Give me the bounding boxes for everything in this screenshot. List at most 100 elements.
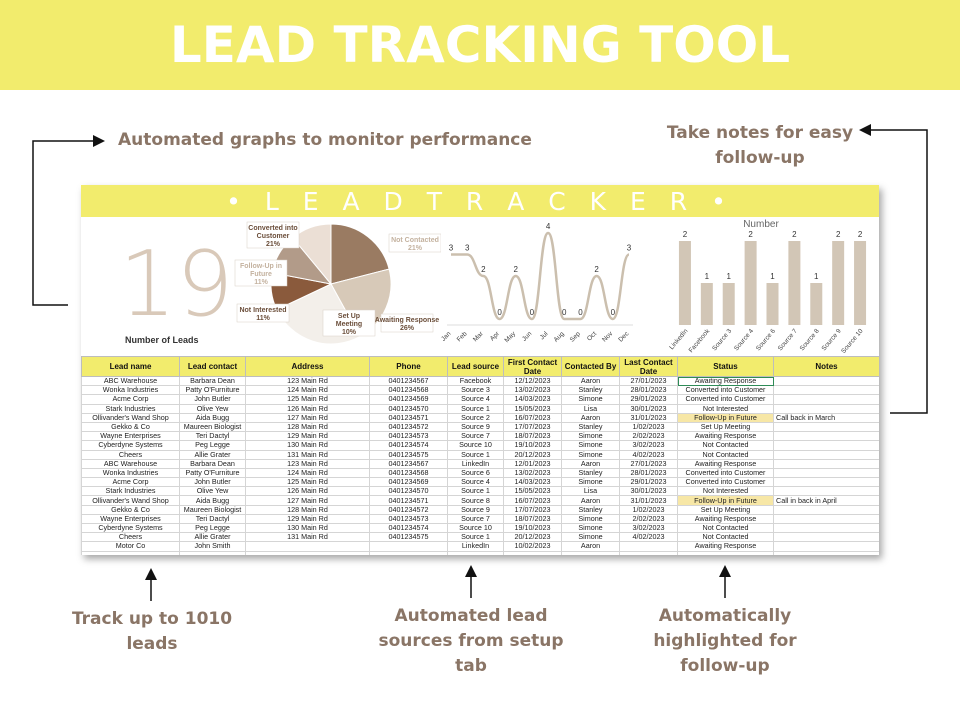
table-cell[interactable]	[447, 550, 504, 555]
table-cell[interactable]	[619, 550, 678, 555]
table-cell[interactable]: Source 8	[447, 495, 504, 506]
table-cell[interactable]: Simone	[561, 513, 620, 525]
table-cell[interactable]: 0401234574	[369, 440, 448, 451]
table-cell[interactable]: Set Up Meeting	[677, 504, 774, 515]
table-cell[interactable]: 125 Main Rd	[245, 477, 370, 488]
table-cell[interactable]	[773, 541, 879, 552]
table-cell[interactable]: 14/03/2023	[503, 477, 562, 488]
table-cell[interactable]: Ollivander's Wand Shop	[81, 412, 180, 423]
table-cell[interactable]: Gekko & Co	[81, 421, 180, 433]
table-cell[interactable]: Source 10	[447, 440, 504, 451]
table-cell[interactable]: 17/07/2023	[503, 421, 562, 433]
table-cell[interactable]: Teri Dactyl	[179, 431, 246, 442]
table-cell[interactable]: 127 Main Rd	[245, 412, 370, 423]
table-cell[interactable]: Converted into Customer	[677, 385, 774, 396]
table-cell[interactable]: 15/05/2023	[503, 403, 562, 414]
table-cell[interactable]: Aaron	[561, 541, 620, 552]
table-cell[interactable]: 29/01/2023	[619, 394, 678, 405]
table-cell[interactable]: Acme Corp	[81, 477, 180, 488]
table-cell[interactable]: 0401234567	[369, 458, 448, 469]
table-cell[interactable]: 16/07/2023	[503, 495, 562, 506]
table-cell[interactable]: Maureen Biologist	[179, 504, 246, 515]
table-cell[interactable]: Follow-Up in Future	[677, 412, 774, 423]
table-cell[interactable]: Simone	[561, 477, 620, 488]
table-cell[interactable]	[773, 467, 879, 479]
table-cell[interactable]: 124 Main Rd	[245, 467, 370, 479]
table-cell[interactable]: Simone	[561, 449, 620, 460]
table-cell[interactable]	[773, 403, 879, 414]
table-cell[interactable]: 30/01/2023	[619, 486, 678, 497]
table-cell[interactable]: 124 Main Rd	[245, 385, 370, 396]
table-cell[interactable]: Peg Legge	[179, 522, 246, 534]
table-cell[interactable]: Wonka Industries	[81, 467, 180, 479]
table-cell[interactable]: 18/07/2023	[503, 431, 562, 442]
table-cell[interactable]: 0401234572	[369, 504, 448, 515]
table-cell[interactable]: 0401234573	[369, 431, 448, 442]
table-cell[interactable]	[773, 449, 879, 460]
table-cell[interactable]: Not Contacted	[677, 440, 774, 451]
table-cell[interactable]: 128 Main Rd	[245, 421, 370, 433]
table-cell[interactable]: Stanley	[561, 467, 620, 479]
table-cell[interactable]	[619, 541, 678, 552]
column-header[interactable]: First Contact Date	[503, 356, 562, 377]
column-header[interactable]: Notes	[773, 356, 879, 377]
table-cell[interactable]: 2/02/2023	[619, 513, 678, 525]
table-cell[interactable]: 18/07/2023	[503, 513, 562, 525]
table-cell[interactable]: LinkedIn	[447, 541, 504, 552]
table-cell[interactable]: 31/01/2023	[619, 412, 678, 423]
table-cell[interactable]: 4/02/2023	[619, 449, 678, 460]
table-cell[interactable]: 13/02/2023	[503, 467, 562, 479]
table-cell[interactable]: Barbara Dean	[179, 375, 246, 387]
table-cell[interactable]: Lisa	[561, 486, 620, 497]
table-cell[interactable]	[773, 522, 879, 534]
table-cell[interactable]: Source 1	[447, 486, 504, 497]
table-cell[interactable]: Aaron	[561, 375, 620, 387]
column-header[interactable]: Last Contact Date	[619, 356, 678, 377]
table-cell[interactable]: Source 7	[447, 513, 504, 525]
table-cell[interactable]: Follow-Up in Future	[677, 495, 774, 506]
table-cell[interactable]: 127 Main Rd	[245, 495, 370, 506]
table-cell[interactable]: Simone	[561, 440, 620, 451]
table-cell[interactable]: 4/02/2023	[619, 532, 678, 543]
table-cell[interactable]	[773, 504, 879, 515]
table-cell[interactable]: Awaiting Response	[677, 375, 774, 387]
table-cell[interactable]: 126 Main Rd	[245, 403, 370, 414]
table-cell[interactable]: 129 Main Rd	[245, 431, 370, 442]
table-cell[interactable]: Source 9	[447, 421, 504, 433]
table-cell[interactable]: LinkedIn	[447, 458, 504, 469]
table-cell[interactable]: Converted into Customer	[677, 394, 774, 405]
table-cell[interactable]: Cyberdyne Systems	[81, 440, 180, 451]
table-cell[interactable]: Simone	[561, 394, 620, 405]
table-cell[interactable]: 131 Main Rd	[245, 449, 370, 460]
table-cell[interactable]: Motor Co	[81, 541, 180, 552]
table-cell[interactable]: 0401234571	[369, 412, 448, 423]
column-header[interactable]: Contacted By	[561, 356, 620, 377]
table-cell[interactable]: 0401234573	[369, 513, 448, 525]
table-cell[interactable]: Converted into Customer	[677, 477, 774, 488]
table-cell[interactable]: 10/02/2023	[503, 541, 562, 552]
table-cell[interactable]	[773, 440, 879, 451]
table-cell[interactable]: Converted into Customer	[677, 467, 774, 479]
table-cell[interactable]: 128 Main Rd	[245, 504, 370, 515]
table-cell[interactable]: Source 4	[447, 394, 504, 405]
table-cell[interactable]	[773, 477, 879, 488]
table-cell[interactable]: Source 3	[447, 385, 504, 396]
table-cell[interactable]	[773, 431, 879, 442]
table-cell[interactable]: 17/07/2023	[503, 504, 562, 515]
table-cell[interactable]: 0401234571	[369, 495, 448, 506]
column-header[interactable]: Lead contact	[179, 356, 246, 377]
table-cell[interactable]: 0401234569	[369, 394, 448, 405]
table-cell[interactable]: 129 Main Rd	[245, 513, 370, 525]
table-cell[interactable]	[503, 550, 562, 555]
table-cell[interactable]: Source 7	[447, 431, 504, 442]
table-cell[interactable]: Stanley	[561, 504, 620, 515]
table-cell[interactable]: 19/10/2023	[503, 522, 562, 534]
table-cell[interactable]: John Smith	[179, 541, 246, 552]
table-cell[interactable]	[773, 550, 879, 555]
table-cell[interactable]: Patty O'Furniture	[179, 385, 246, 396]
table-cell[interactable]: Not Interested	[677, 403, 774, 414]
table-cell[interactable]: 30/01/2023	[619, 403, 678, 414]
table-cell[interactable]: Source 1	[447, 532, 504, 543]
table-cell[interactable]: Not Contacted	[677, 449, 774, 460]
table-cell[interactable]: Peg Legge	[179, 440, 246, 451]
